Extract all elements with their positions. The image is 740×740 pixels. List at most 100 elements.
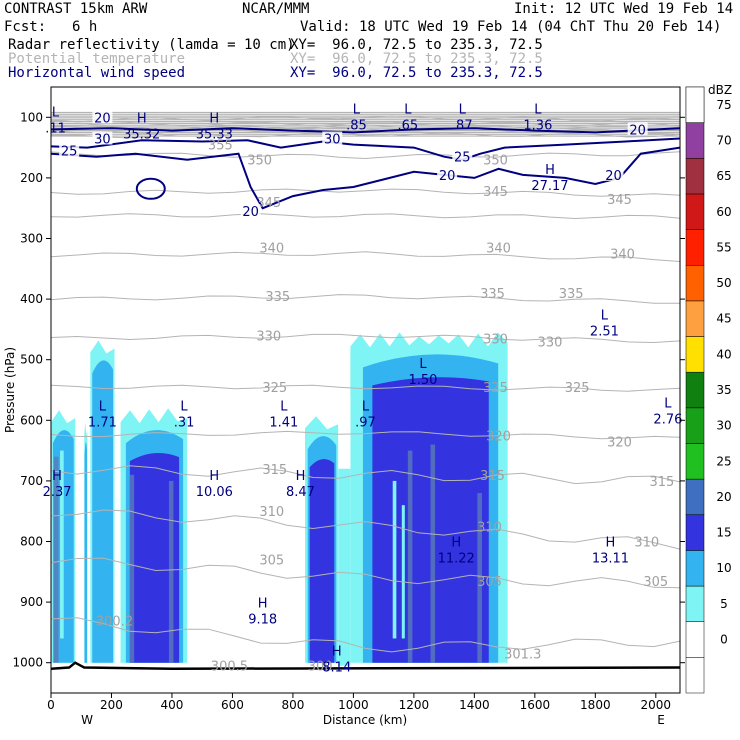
extremum-value: .11 xyxy=(45,121,66,136)
extremum-marker: L xyxy=(459,102,467,117)
colorbar-label: 55 xyxy=(716,240,731,254)
extremum-value: 2.76 xyxy=(653,412,682,427)
extremum-value: 35.33 xyxy=(196,127,233,142)
colorbar-swatch xyxy=(685,514,705,551)
theta-isentrope xyxy=(51,333,680,344)
y-tick-label: 700 xyxy=(20,474,43,488)
reflectivity-streak xyxy=(407,450,413,663)
theta-isentrope xyxy=(51,384,680,392)
colorbar-label: 70 xyxy=(716,133,731,147)
colorbar-label: 40 xyxy=(716,347,731,361)
theta-isentrope-stack xyxy=(51,111,680,114)
reflectivity-core-15 xyxy=(129,453,180,663)
theta-isentrope-stack xyxy=(51,122,680,125)
theta-isentrope-stack xyxy=(51,115,680,118)
theta-label: 345 xyxy=(483,185,508,200)
theta-label: 335 xyxy=(480,287,505,302)
wind-label: 20 xyxy=(439,169,456,184)
extremum-value: .85 xyxy=(346,118,367,133)
theta-label: 315 xyxy=(262,463,287,478)
x-tick-label: 400 xyxy=(161,698,184,712)
extremum-marker: H xyxy=(52,469,62,484)
reflectivity-layer xyxy=(51,332,508,669)
colorbar-swatch xyxy=(685,585,705,622)
extremum-value: .87 xyxy=(452,118,473,133)
x-tick-label: 1400 xyxy=(459,698,490,712)
reflectivity-streak xyxy=(477,493,482,663)
reflectivity-streak xyxy=(129,474,135,663)
extremum-value: 2.37 xyxy=(43,485,72,500)
x-tick-label: 600 xyxy=(221,698,244,712)
axes: 0 200 400 600 800 1000 1200 1400 1600 1800 2000 100… xyxy=(12,110,685,712)
colorbar-label: 5 xyxy=(720,597,728,611)
wind-label: 25 xyxy=(454,151,471,166)
colorbar: 0 5 10 15 20 25 30 35 40 45 50 55 60 65 70 75 xyxy=(685,86,732,694)
colorbar-swatch xyxy=(685,478,705,516)
colorbar-label: 15 xyxy=(716,526,731,540)
colorbar-swatch xyxy=(685,443,705,480)
extremum-marker: L xyxy=(404,102,412,117)
y-tick-label: 900 xyxy=(20,595,43,609)
forecast-label: Fcst: xyxy=(4,19,47,35)
extremum-marker: L xyxy=(99,399,107,414)
init-time: Init: 12 UTC Wed 19 Feb 14 xyxy=(514,1,734,17)
colorbar-swatch xyxy=(685,300,705,337)
wind-label-bg xyxy=(92,110,113,124)
theta-isentrope-stack xyxy=(51,129,680,132)
extremum-value: 35.32 xyxy=(123,127,160,142)
extremum-value: 8.14 xyxy=(322,661,351,676)
reflectivity-gap xyxy=(338,468,351,666)
y-tick-label: 300 xyxy=(20,232,43,246)
extremum-marker: H xyxy=(606,536,616,551)
theta-isentrope xyxy=(51,557,680,589)
extremum-value: 1.71 xyxy=(88,415,117,430)
x-tick-label: 2000 xyxy=(641,698,672,712)
extremum-marker: H xyxy=(451,536,461,551)
y-tick-label: 100 xyxy=(20,110,43,124)
terrain-line xyxy=(51,661,680,671)
colorbar-swatch xyxy=(685,193,705,230)
colorbar-label: 30 xyxy=(716,419,731,433)
reflectivity-gap xyxy=(401,505,405,639)
extremum-value: 1.41 xyxy=(269,415,298,430)
wind-label-bg xyxy=(59,143,80,157)
theta-label: 310 xyxy=(634,536,659,551)
wind-contour-ring xyxy=(135,177,166,200)
valid-time: Valid: 18 UTC Wed 19 Feb 14 (04 ChT Thu … xyxy=(300,19,722,35)
theta-isentrope xyxy=(51,188,680,197)
theta-label: 300.2 xyxy=(96,614,133,629)
extremum-marker: L xyxy=(534,102,542,117)
theta-label: 320 xyxy=(486,429,511,444)
y-axis-title: Pressure (hPa) xyxy=(3,347,17,433)
extremum-value: 1.36 xyxy=(523,118,552,133)
colorbar-swatch xyxy=(685,122,705,159)
field-theta-xy: XY= 96.0, 72.5 to 235.3, 72.5 xyxy=(290,51,543,67)
colorbar-swatch xyxy=(685,264,705,302)
reflectivity-gap xyxy=(359,474,363,639)
reflectivity-core-15 xyxy=(309,459,335,663)
theta-isentrope xyxy=(51,251,680,262)
west-label: W xyxy=(81,713,93,727)
colorbar-swatch xyxy=(685,229,705,266)
colorbar-swatch xyxy=(685,158,705,195)
theta-label: 305 xyxy=(477,575,502,590)
extremum-marker: H xyxy=(209,111,219,126)
field-wind-name: Horizontal wind speed xyxy=(8,65,186,81)
x-tick-label: 200 xyxy=(100,698,123,712)
theta-label: 310 xyxy=(477,520,502,535)
x-tick-label: 1800 xyxy=(580,698,611,712)
colorbar-label: 65 xyxy=(716,169,731,183)
x-axis-title: Distance (km) xyxy=(323,713,407,727)
theta-label: 340 xyxy=(610,248,635,263)
theta-label: 300.5 xyxy=(211,660,248,675)
theta-isentrope-stack xyxy=(51,135,680,138)
extremum-marker: L xyxy=(419,357,427,372)
wind-label: 25 xyxy=(61,145,78,160)
extremum-value: 9.18 xyxy=(248,612,277,627)
extremum-value: 11.22 xyxy=(438,552,475,567)
extremum-value: .97 xyxy=(355,415,376,430)
east-label: E xyxy=(657,713,665,727)
forecast-hours: 6 h xyxy=(72,19,98,35)
colorbar-label: 10 xyxy=(716,561,731,575)
y-tick-label: 200 xyxy=(20,171,43,185)
